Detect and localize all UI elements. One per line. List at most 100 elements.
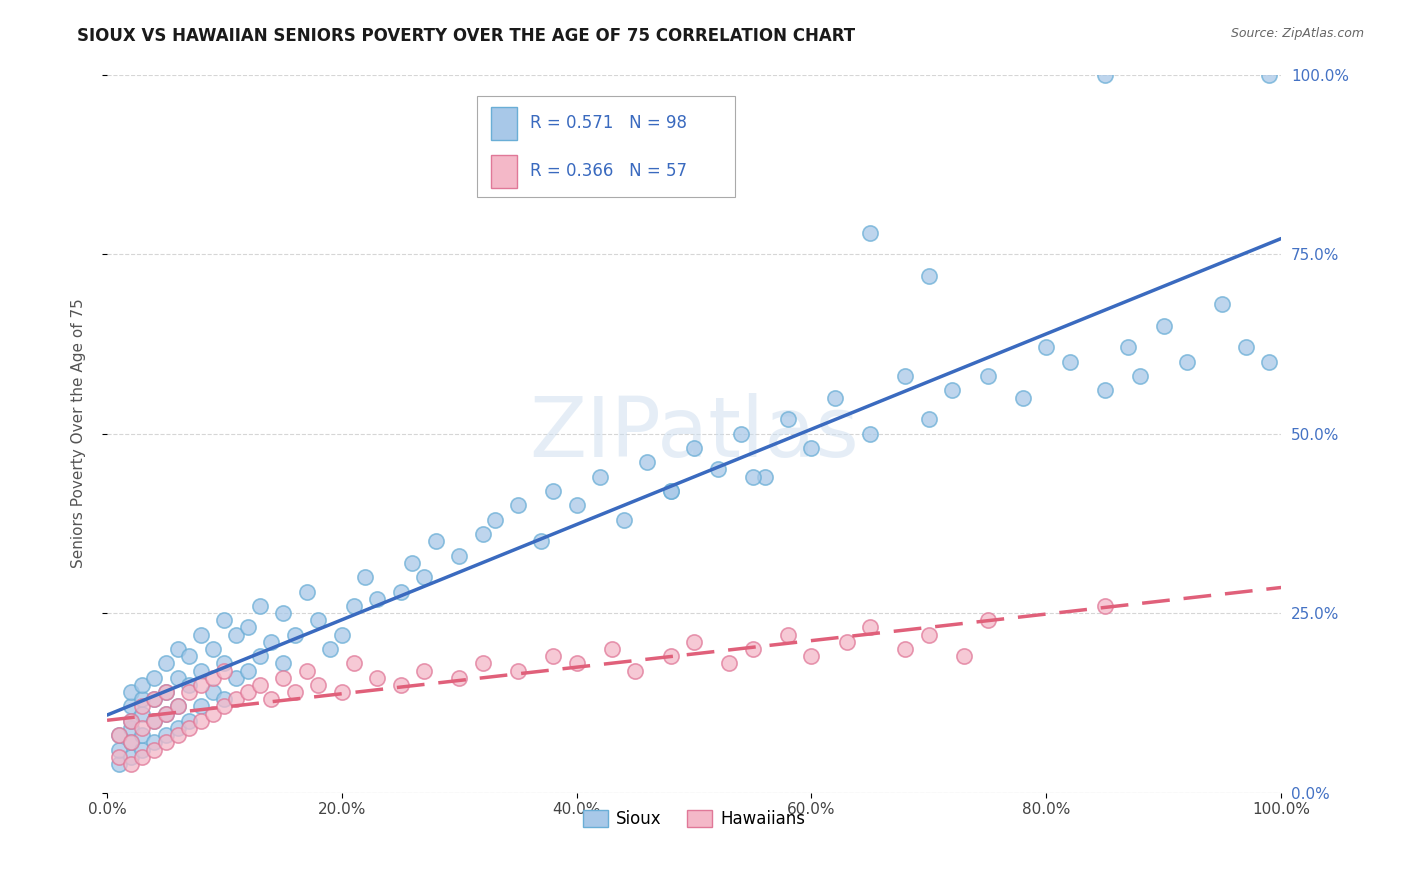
Point bbox=[859, 620, 882, 634]
Point bbox=[918, 628, 941, 642]
Point bbox=[143, 671, 166, 685]
Point bbox=[179, 685, 201, 699]
Point bbox=[1035, 340, 1057, 354]
Point bbox=[166, 699, 188, 714]
Point bbox=[143, 692, 166, 706]
Point bbox=[449, 671, 471, 685]
Point bbox=[330, 628, 353, 642]
Point bbox=[366, 671, 388, 685]
Point bbox=[659, 483, 682, 498]
Point bbox=[120, 714, 142, 728]
Point bbox=[249, 649, 271, 664]
Point bbox=[1094, 599, 1116, 613]
Point bbox=[343, 599, 366, 613]
Text: SIOUX VS HAWAIIAN SENIORS POVERTY OVER THE AGE OF 75 CORRELATION CHART: SIOUX VS HAWAIIAN SENIORS POVERTY OVER T… bbox=[77, 27, 855, 45]
Point bbox=[214, 664, 236, 678]
Point bbox=[284, 628, 307, 642]
Point bbox=[600, 642, 623, 657]
Point bbox=[131, 678, 153, 692]
Point bbox=[307, 613, 329, 627]
Text: ZIPatlas: ZIPatlas bbox=[529, 393, 859, 474]
Point bbox=[190, 664, 212, 678]
Point bbox=[389, 678, 412, 692]
Point bbox=[131, 721, 153, 735]
Bar bbox=[491, 107, 517, 139]
Point bbox=[976, 369, 998, 384]
Y-axis label: Seniors Poverty Over the Age of 75: Seniors Poverty Over the Age of 75 bbox=[72, 299, 86, 568]
Point bbox=[120, 735, 142, 749]
Point bbox=[565, 657, 588, 671]
Point bbox=[295, 584, 318, 599]
Point bbox=[319, 642, 342, 657]
Point bbox=[776, 412, 799, 426]
Point bbox=[1059, 355, 1081, 369]
Point bbox=[953, 649, 976, 664]
Point bbox=[824, 391, 846, 405]
Point bbox=[366, 591, 388, 606]
Point bbox=[1153, 318, 1175, 333]
Point bbox=[800, 649, 823, 664]
Point bbox=[271, 671, 294, 685]
Point bbox=[143, 742, 166, 756]
Point bbox=[1129, 369, 1152, 384]
FancyBboxPatch shape bbox=[477, 96, 735, 196]
Point bbox=[449, 549, 471, 563]
Point bbox=[976, 613, 998, 627]
Point bbox=[541, 483, 564, 498]
Point bbox=[190, 714, 212, 728]
Point bbox=[754, 469, 776, 483]
Point bbox=[225, 671, 247, 685]
Point bbox=[1175, 355, 1198, 369]
Point bbox=[484, 513, 506, 527]
Point bbox=[120, 699, 142, 714]
Point bbox=[918, 268, 941, 283]
Point bbox=[271, 657, 294, 671]
Point bbox=[1258, 68, 1281, 82]
Point bbox=[506, 664, 529, 678]
Point bbox=[120, 756, 142, 771]
Point bbox=[190, 628, 212, 642]
Point bbox=[120, 749, 142, 764]
Point bbox=[120, 685, 142, 699]
Point bbox=[179, 649, 201, 664]
Point bbox=[179, 721, 201, 735]
Point bbox=[541, 649, 564, 664]
Point bbox=[1094, 384, 1116, 398]
Point bbox=[214, 657, 236, 671]
Point bbox=[271, 606, 294, 620]
Point bbox=[1011, 391, 1033, 405]
Point bbox=[190, 678, 212, 692]
Point bbox=[425, 534, 447, 549]
Point bbox=[471, 657, 494, 671]
Point bbox=[249, 678, 271, 692]
Point bbox=[659, 483, 682, 498]
Point bbox=[120, 714, 142, 728]
Point bbox=[413, 664, 436, 678]
Point bbox=[201, 642, 224, 657]
Point bbox=[295, 664, 318, 678]
Point bbox=[155, 735, 177, 749]
Text: R = 0.571   N = 98: R = 0.571 N = 98 bbox=[530, 114, 686, 132]
Point bbox=[918, 412, 941, 426]
Point bbox=[143, 735, 166, 749]
Point bbox=[155, 685, 177, 699]
Point bbox=[741, 642, 763, 657]
Point bbox=[343, 657, 366, 671]
Point bbox=[741, 469, 763, 483]
Point bbox=[131, 706, 153, 721]
Point bbox=[260, 692, 283, 706]
Point bbox=[225, 692, 247, 706]
Point bbox=[1211, 297, 1233, 311]
Point bbox=[143, 714, 166, 728]
Point bbox=[401, 556, 423, 570]
Point bbox=[143, 692, 166, 706]
Point bbox=[108, 742, 131, 756]
Point bbox=[108, 728, 131, 742]
Point bbox=[1258, 355, 1281, 369]
Point bbox=[201, 671, 224, 685]
Point bbox=[225, 628, 247, 642]
Point bbox=[166, 671, 188, 685]
Bar bbox=[491, 155, 517, 187]
Point bbox=[108, 756, 131, 771]
Point bbox=[120, 735, 142, 749]
